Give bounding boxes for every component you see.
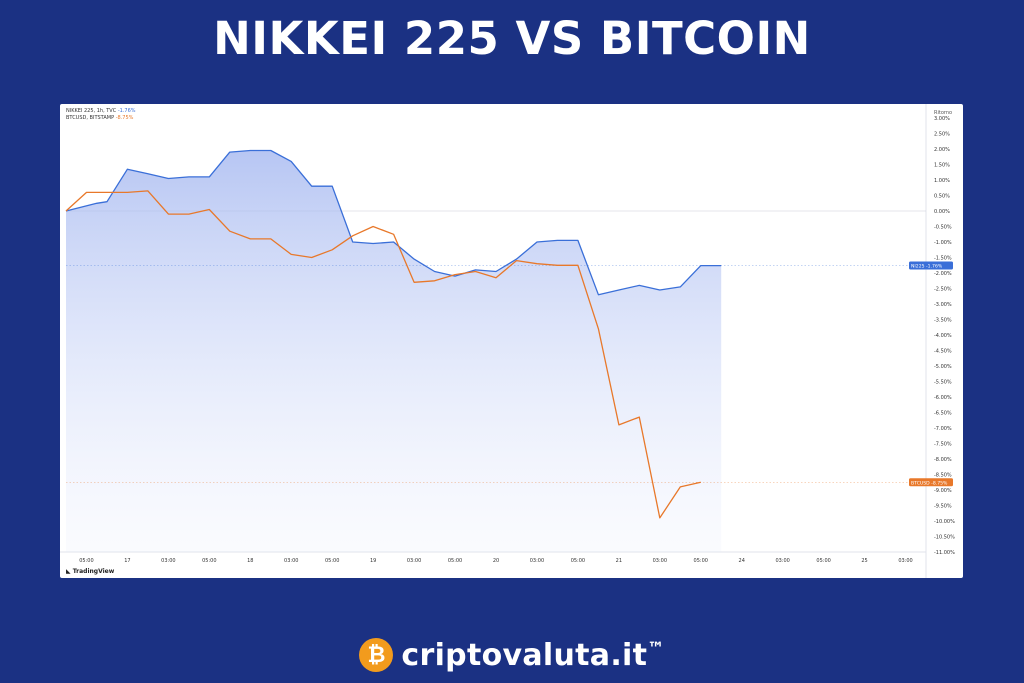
y-tick-label: -9.50% <box>934 504 952 510</box>
x-tick-label: 03:00 <box>898 558 912 564</box>
y-axis-title: Ritorno <box>934 110 952 116</box>
x-tick-label: 21 <box>616 558 622 564</box>
tradingview-label: TradingView <box>72 568 115 575</box>
page-title: NIKKEI 225 VS BITCOIN <box>213 12 811 65</box>
x-tick-label: 05:00 <box>79 558 93 564</box>
y-tick-label: -7.00% <box>934 426 952 432</box>
x-tick-label: 05:00 <box>816 558 830 564</box>
brand-trademark: ™ <box>647 638 665 659</box>
x-tick-label: 24 <box>739 558 745 564</box>
x-tick-label: 03:00 <box>407 558 421 564</box>
x-tick-label: 05:00 <box>202 558 216 564</box>
y-tick-label: -5.50% <box>934 380 952 386</box>
y-tick-label: 2.50% <box>934 132 950 138</box>
y-tick-label: -11.00% <box>934 550 955 556</box>
nikkei-last-value-badge-label: NI225 -1.76% <box>911 264 943 270</box>
x-tick-label: 05:00 <box>325 558 339 564</box>
chart-card: Ritorno 3.00% 2.50% 2.00% 1.50% 1.00% 0.50% 0.0… <box>60 104 963 578</box>
y-tick-label: -0.50% <box>934 225 952 231</box>
x-tick-label: 20 <box>493 558 499 564</box>
x-tick-label: 19 <box>370 558 376 564</box>
y-tick-label: -3.50% <box>934 318 952 324</box>
y-tick-label: 1.00% <box>934 178 950 184</box>
y-tick-label: -1.00% <box>934 240 952 246</box>
y-tick-label: -8.00% <box>934 457 952 463</box>
y-tick-label: -6.00% <box>934 395 952 401</box>
y-tick-label: 3.00% <box>934 116 950 122</box>
legend-bitcoin[interactable]: BTCUSD, BITSTAMP -8.75% <box>66 115 136 122</box>
x-tick-label: 03:00 <box>161 558 175 564</box>
y-tick-label: -2.00% <box>934 271 952 277</box>
x-tick-label: 25 <box>861 558 867 564</box>
chart-legend: NIKKEI 225, 1h, TVC -1.76% BTCUSD, BITST… <box>66 108 136 122</box>
x-tick-label: 03:00 <box>775 558 789 564</box>
bitcoin-line <box>65 190 701 519</box>
x-tick-label: 17 <box>124 558 130 564</box>
nikkei-last-value-badge <box>909 261 953 270</box>
y-tick-label: 1.50% <box>934 163 950 169</box>
tradingview-logo[interactable]: ◣ TradingView <box>66 568 114 575</box>
y-tick-label: 0.00% <box>934 209 950 215</box>
legend-nikkei[interactable]: NIKKEI 225, 1h, TVC -1.76% <box>66 108 136 115</box>
y-tick-label: 2.00% <box>934 147 950 153</box>
x-tick-label: 05:00 <box>448 558 462 564</box>
y-tick-label: 0.50% <box>934 194 950 200</box>
nikkei-line <box>65 149 722 296</box>
y-tick-label: -4.50% <box>934 349 952 355</box>
x-tick-label: 05:00 <box>571 558 585 564</box>
legend-bitcoin-label: BTCUSD, BITSTAMP <box>66 115 115 121</box>
brand-footer: ₿ criptovaluta.it™ <box>0 630 1024 680</box>
y-tick-label: -3.00% <box>934 302 952 308</box>
brand-name-text: criptovaluta.it <box>401 637 648 673</box>
y-tick-label: -7.50% <box>934 442 952 448</box>
x-tick-label: 03:00 <box>530 558 544 564</box>
brand-name: criptovaluta.it™ <box>401 638 664 673</box>
y-tick-label: -8.50% <box>934 473 952 479</box>
x-tick-label: 03:00 <box>284 558 298 564</box>
bitcoin-last-value-badge-label: BTCUSD -8.75% <box>911 480 948 486</box>
legend-nikkei-label: NIKKEI 225, 1h, TVC <box>66 108 117 114</box>
nikkei-area-fill <box>66 150 722 552</box>
legend-nikkei-value: -1.76% <box>117 108 136 114</box>
y-tick-label: -6.50% <box>934 411 952 417</box>
x-tick-label: 05:00 <box>694 558 708 564</box>
bitcoin-coin-icon: ₿ <box>359 638 394 672</box>
tradingview-icon: ◣ <box>66 568 71 575</box>
x-tick-label: 03:00 <box>653 558 667 564</box>
y-tick-label: -10.00% <box>934 519 955 525</box>
y-tick-label: -5.00% <box>934 364 952 370</box>
y-tick-label: -9.00% <box>934 488 952 494</box>
y-tick-label: -1.50% <box>934 256 952 262</box>
y-tick-label: -4.00% <box>934 333 952 339</box>
x-tick-label: 18 <box>247 558 253 564</box>
legend-bitcoin-value: -8.75% <box>115 115 134 121</box>
y-tick-label: -10.50% <box>934 535 955 541</box>
bitcoin-last-value-badge <box>909 478 953 487</box>
y-tick-label: -2.50% <box>934 287 952 293</box>
